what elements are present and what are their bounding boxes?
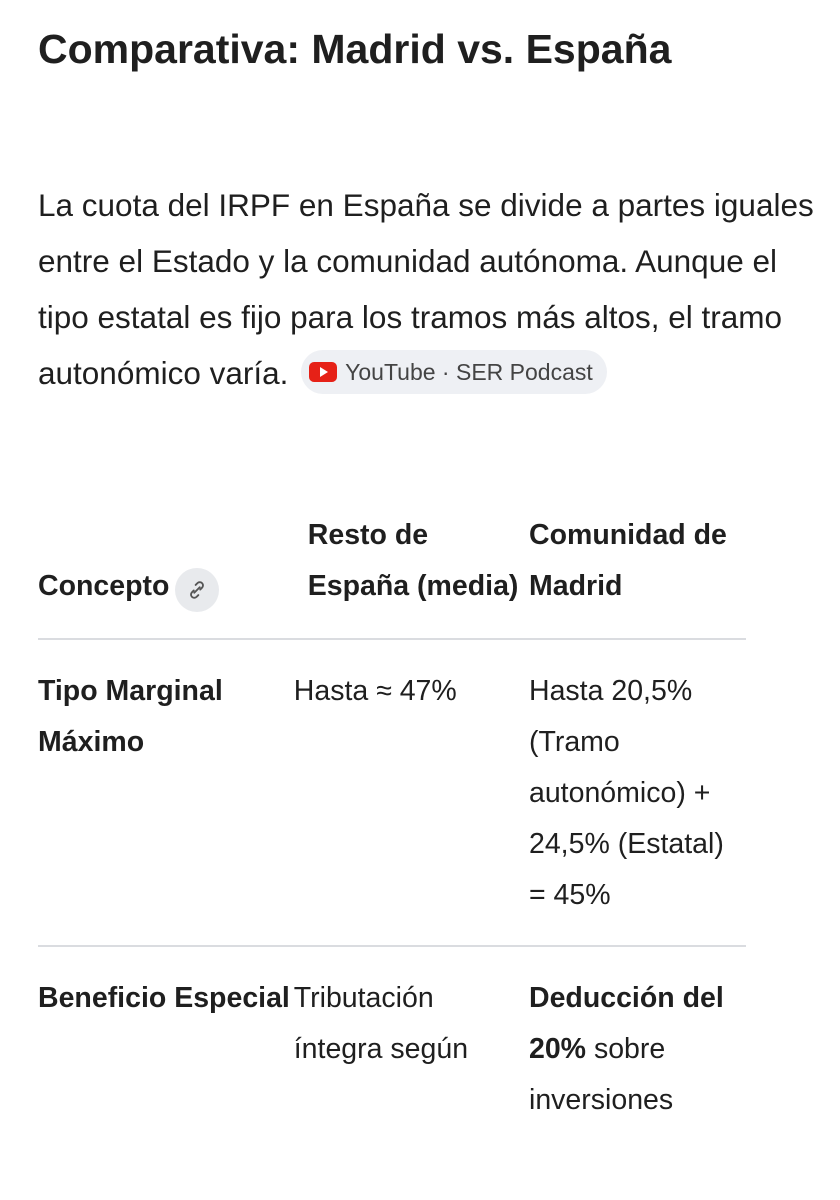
paragraph-text: La cuota del IRPF en España se divide a … <box>38 187 814 391</box>
bold-text: Deducción del 20% <box>528 982 724 1065</box>
cell: Hasta ≈ 47% <box>293 675 457 707</box>
cell-text: sobre inversiones <box>528 1033 674 1116</box>
cell: Hasta 20,5% (Tramo autonómico) + 24,5% (… <box>528 675 724 911</box>
source-label: YouTube · SER Podcast <box>345 359 593 385</box>
cell: Tipo Marginal Máximo <box>38 675 223 758</box>
cell: Tributación íntegra según <box>293 982 469 1065</box>
cell: Deducción del 20% sobre inversiones <box>529 946 746 1150</box>
paragraph: La cuota del IRPF en España se divide a … <box>38 177 828 401</box>
header-cell: Concepto <box>38 510 294 639</box>
header-cell: Comunidad de Madrid <box>528 519 727 602</box>
source-chip[interactable]: YouTube · SER Podcast <box>301 350 607 394</box>
youtube-icon <box>309 362 338 382</box>
comparison-table: Concepto Resto de España (media) Comunid… <box>38 510 746 1150</box>
link-icon <box>190 581 205 599</box>
link-button[interactable] <box>175 568 220 612</box>
table-row: Beneficio Especial Tributación íntegra s… <box>38 946 746 1150</box>
table-row: Tipo Marginal Máximo Hasta ≈ 47% Hasta 2… <box>38 639 746 946</box>
cell: Beneficio Especial <box>38 982 290 1014</box>
header-cell: Resto de España (media) <box>307 519 519 602</box>
header-row: Concepto Resto de España (media) Comunid… <box>38 510 746 639</box>
header-text: Concepto <box>38 570 170 602</box>
heading: Comparativa: Madrid vs. España <box>38 26 672 72</box>
